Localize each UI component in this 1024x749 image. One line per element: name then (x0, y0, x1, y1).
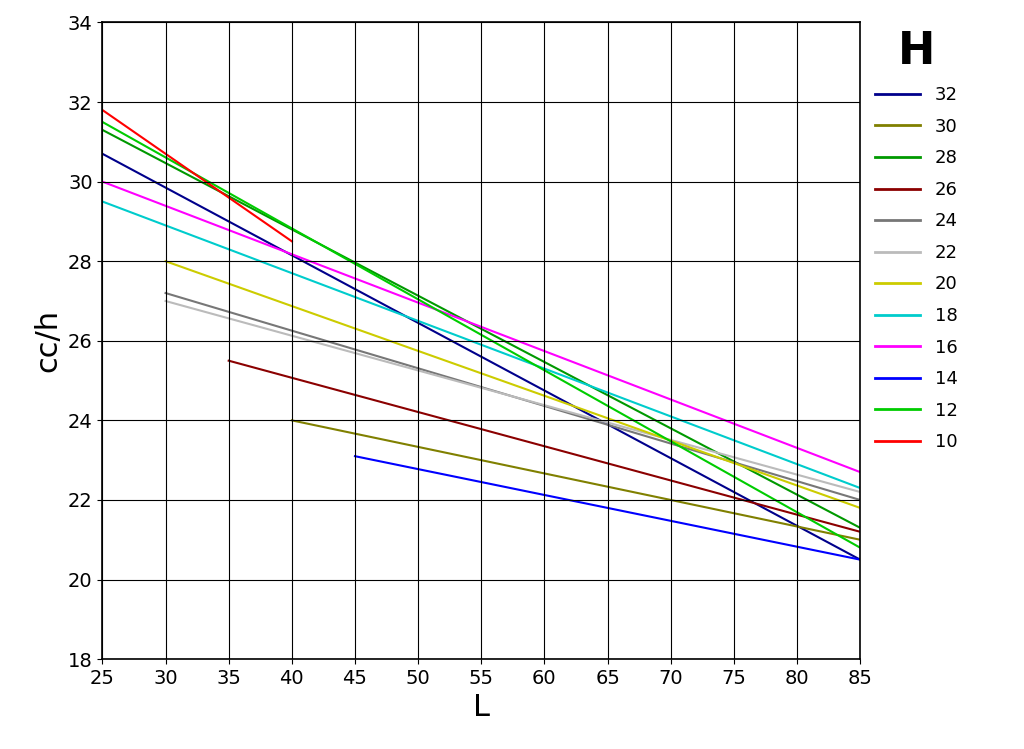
Legend: 32, 30, 28, 26, 24, 22, 20, 18, 16, 14, 12, 10: 32, 30, 28, 26, 24, 22, 20, 18, 16, 14, … (867, 22, 965, 458)
X-axis label: L: L (473, 694, 489, 722)
Y-axis label: cc/h: cc/h (34, 309, 62, 372)
